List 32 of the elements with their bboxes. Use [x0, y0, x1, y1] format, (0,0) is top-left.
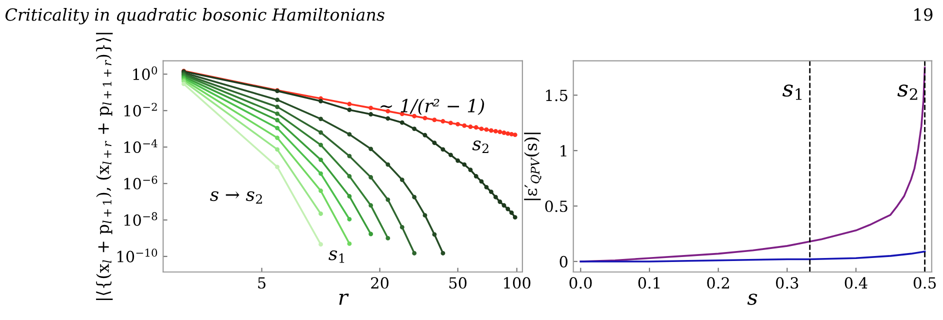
- annotation: s$_{1}$: [328, 250, 344, 263]
- x-axis-title: s: [747, 294, 758, 305]
- ref-line-label: s$_{2}$: [897, 84, 918, 100]
- x-tick-label: 0.1: [638, 277, 660, 289]
- annotation: s → s$_{2}$: [210, 191, 262, 204]
- text: 19: [914, 8, 932, 21]
- y-tick-label: 10$^{−8}$: [124, 212, 158, 226]
- annotation: s$_{2}$: [472, 140, 488, 153]
- ref-line-label: s$_{1}$: [782, 84, 802, 100]
- x-tick-label: 20: [371, 277, 388, 289]
- x-axis-title: r: [339, 294, 349, 305]
- x-tick-label: 0.4: [844, 277, 868, 289]
- x-tick-label: 0.2: [707, 277, 729, 289]
- x-tick-label: 5: [258, 277, 266, 289]
- x-tick-label: 0.0: [570, 277, 592, 289]
- y-tick-label: 1.5: [546, 90, 568, 102]
- x-tick-label: 0.3: [776, 277, 798, 289]
- text: Criticality in quadratic bosonic Hamiltonians: [5, 8, 384, 24]
- y-tick-label: 0.5: [545, 200, 568, 212]
- y-tick-label: 10$^{−6}$: [124, 176, 158, 190]
- y-tick-label: 0: [560, 256, 568, 268]
- y-axis-title: |ε′$_{QPV}$(s)|: [524, 132, 542, 200]
- y-tick-label: 1: [560, 145, 566, 156]
- annotation: ∼ 1/(r² − 1): [380, 98, 484, 116]
- y-tick-label: 10$^{0}$: [133, 66, 158, 80]
- x-tick-label: 0.5: [914, 277, 936, 289]
- x-tick-label: 100: [504, 277, 530, 289]
- y-tick-label: 10$^{−4}$: [124, 139, 158, 153]
- y-tick-label: 10$^{−2}$: [124, 102, 157, 117]
- text: |⟨{(x$_{l}$ + p$_{l+1}$), (x$_{l+r}$ + p$_{l+1+r}$)}⟩|: [96, 32, 113, 300]
- x-tick-label: 50: [449, 277, 467, 289]
- y-tick-label: 10$^{−10}$: [118, 248, 158, 262]
